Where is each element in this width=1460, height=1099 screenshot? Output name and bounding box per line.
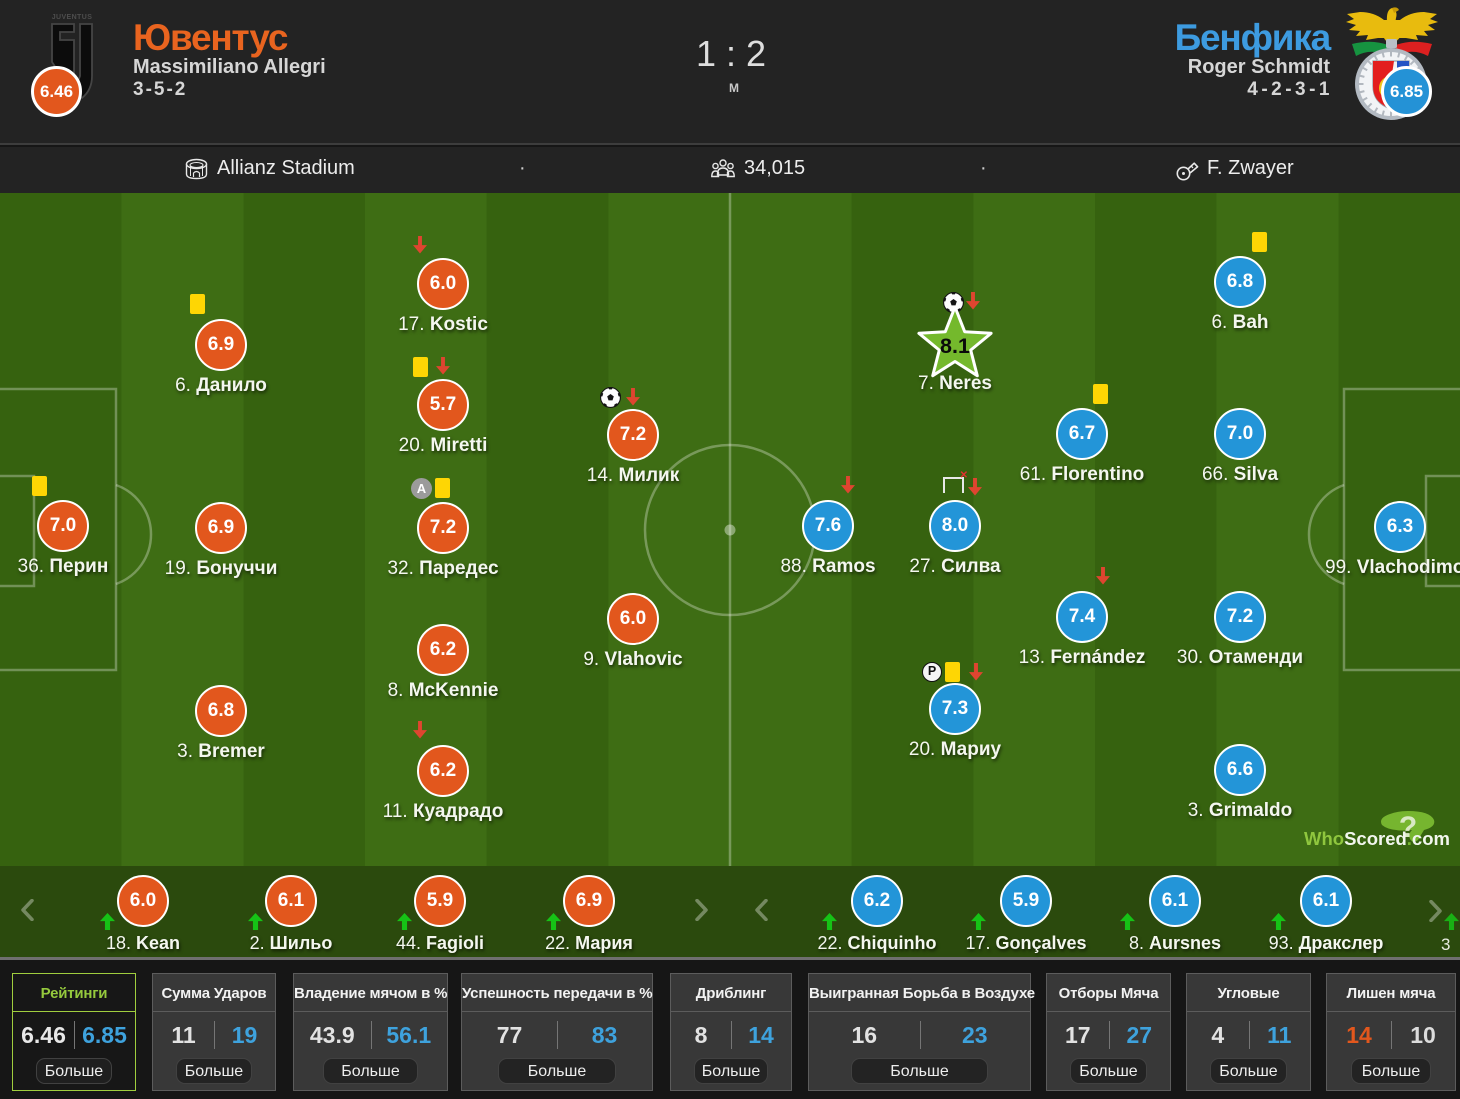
svg-text:?: ? <box>1399 811 1417 844</box>
svg-text:JUVENTUS: JUVENTUS <box>52 14 93 21</box>
